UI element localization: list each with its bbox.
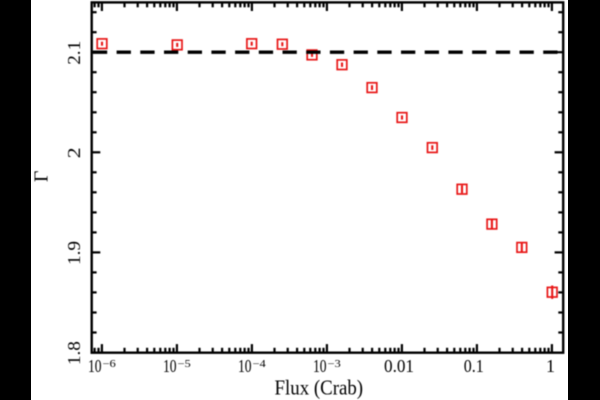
svg-text:2: 2: [64, 147, 84, 158]
svg-text:−5: −5: [178, 359, 191, 370]
svg-text:10: 10: [163, 356, 177, 376]
svg-text:0.1: 0.1: [464, 356, 484, 376]
svg-text:1.9: 1.9: [64, 241, 84, 265]
svg-text:Γ: Γ: [31, 171, 53, 183]
svg-text:−4: −4: [253, 359, 267, 370]
svg-text:10: 10: [88, 356, 102, 376]
svg-text:10: 10: [238, 356, 252, 376]
svg-text:2.1: 2.1: [64, 41, 84, 65]
svg-text:1.8: 1.8: [64, 341, 84, 365]
svg-text:−6: −6: [103, 359, 116, 370]
svg-text:Flux (Crab): Flux (Crab): [275, 376, 364, 400]
svg-text:10: 10: [313, 356, 327, 376]
svg-text:−3: −3: [328, 359, 341, 370]
svg-text:0.01: 0.01: [384, 356, 414, 376]
svg-text:1: 1: [546, 356, 555, 376]
